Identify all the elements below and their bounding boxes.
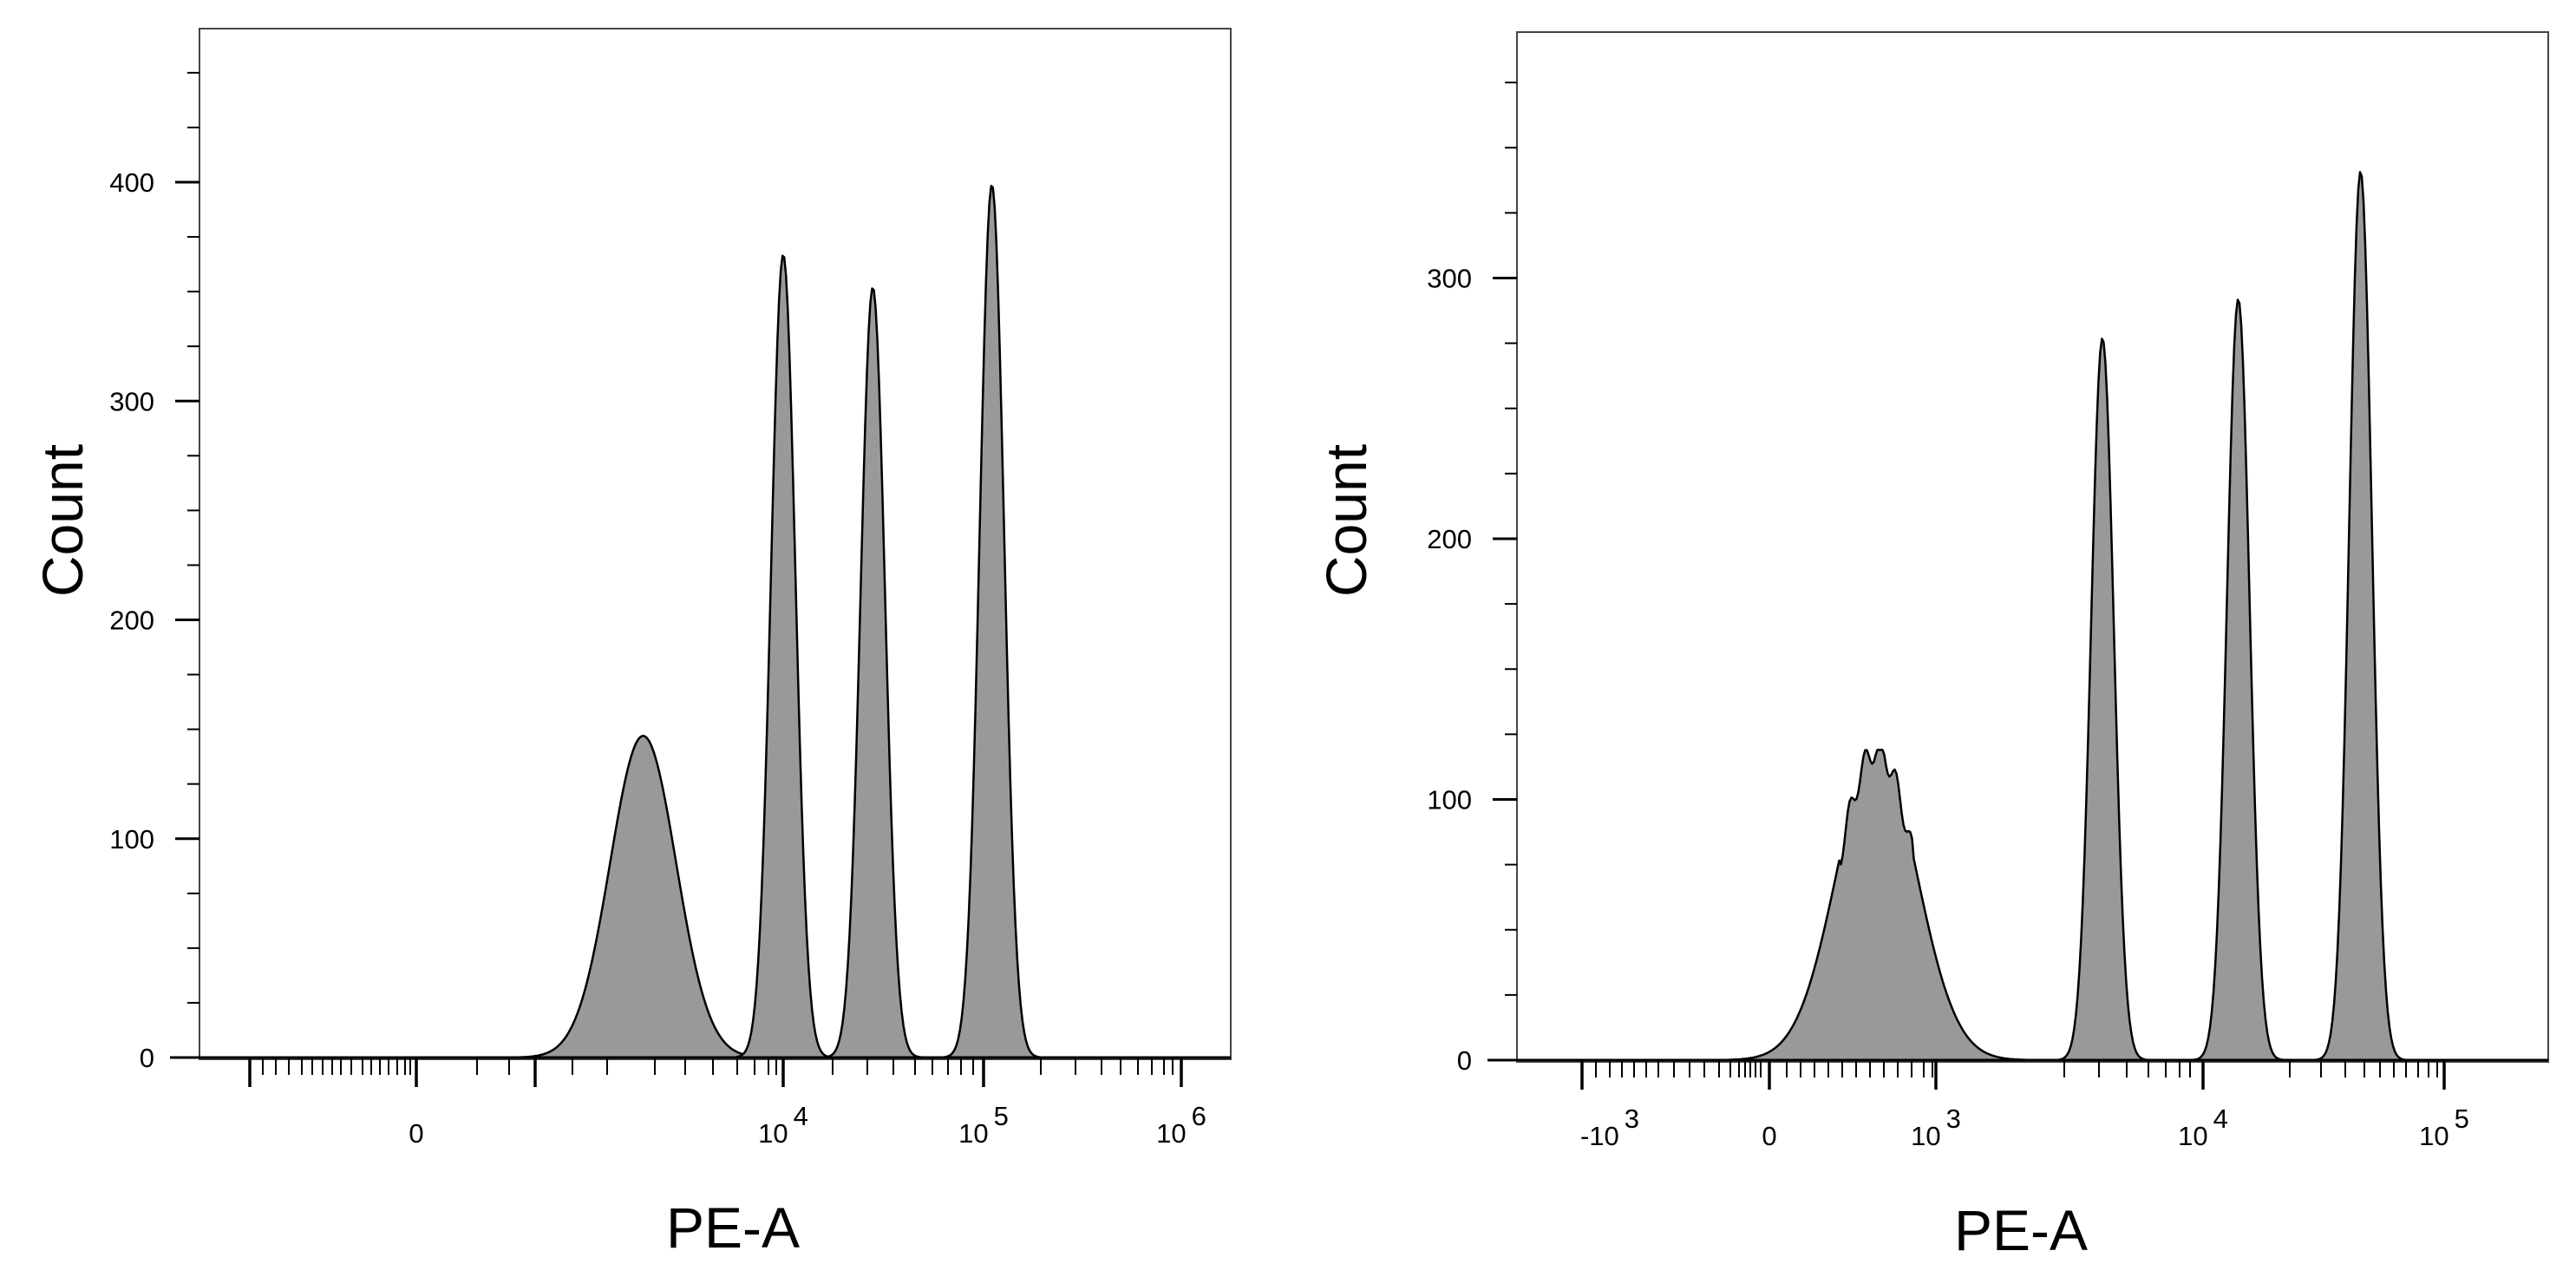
histogram-peak <box>2189 298 2286 1062</box>
x-tick-label: 104 <box>2178 1104 2228 1151</box>
y-tick-label: 300 <box>109 386 154 416</box>
y-tick-label: 100 <box>1427 785 1472 815</box>
x-tick-label: -103 <box>1580 1104 1639 1151</box>
x-tick-label: 105 <box>958 1101 1009 1149</box>
panel-1-tick-labels: 0 100 200 300 400 0 104 105 106 <box>109 167 1206 1149</box>
y-tick-label: 300 <box>1427 264 1472 294</box>
panel-2-histogram <box>1708 171 2409 1062</box>
x-tick-label: 0 <box>1762 1121 1776 1151</box>
panel-1-histogram <box>503 184 1043 1059</box>
panel-1-ticks <box>175 71 1183 1087</box>
histogram-peak <box>821 287 924 1059</box>
panel-2: 0 100 200 300 -103 0 103 104 105 Count PE-A <box>1314 31 2549 1262</box>
x-tick-label: 0 <box>409 1118 423 1149</box>
x-axis-label-1: PE-A <box>666 1195 800 1260</box>
y-axis-label-2: Count <box>1314 444 1378 597</box>
histogram-peak <box>730 254 834 1059</box>
histogram-peak <box>503 734 782 1059</box>
panel-2-ticks <box>1493 82 2446 1090</box>
panel-2-tick-labels: 0 100 200 300 -103 0 103 104 105 <box>1427 264 2469 1152</box>
y-tick-label: 0 <box>1457 1045 1472 1076</box>
y-tick-label: 200 <box>1427 524 1472 554</box>
histogram-peak <box>2054 337 2150 1062</box>
x-tick-label: 105 <box>2419 1104 2469 1151</box>
y-tick-label: 400 <box>109 167 154 198</box>
y-tick-label: 200 <box>109 606 154 636</box>
y-tick-label: 0 <box>140 1043 154 1073</box>
histogram-peak <box>2311 171 2409 1062</box>
x-tick-label: 106 <box>1156 1101 1206 1149</box>
plot-frame-1 <box>199 28 1232 1060</box>
histogram-peak <box>939 184 1043 1059</box>
panel-1: 0 100 200 300 400 0 104 105 106 Count PE-A <box>30 28 1232 1260</box>
plot-frame-2 <box>1516 31 2549 1063</box>
x-tick-label: 103 <box>1911 1104 1961 1151</box>
y-axis-label-1: Count <box>30 444 95 597</box>
x-tick-label: 104 <box>758 1101 808 1149</box>
y-tick-label: 100 <box>109 824 154 855</box>
histogram-peak <box>1708 749 2045 1062</box>
x-axis-label-2: PE-A <box>1954 1198 2088 1262</box>
